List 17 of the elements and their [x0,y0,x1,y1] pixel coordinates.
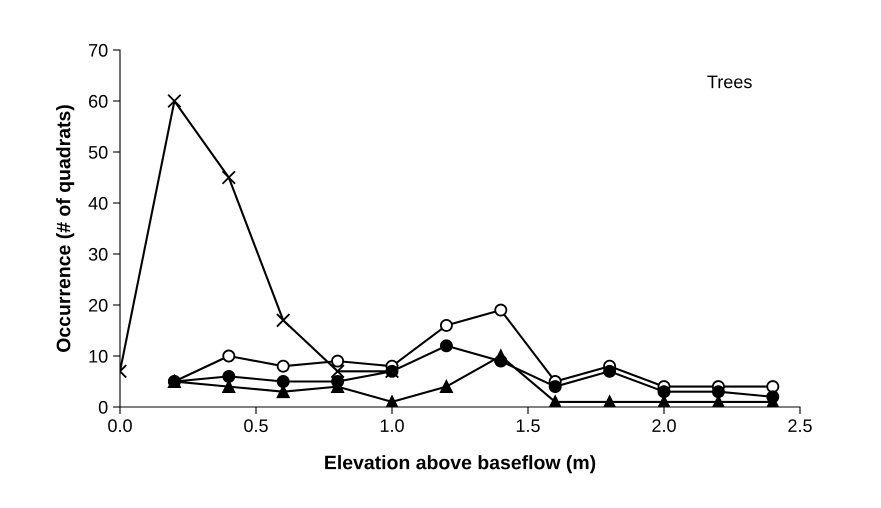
x-tick-label: 2.5 [788,419,812,432]
y-tick-label: 40 [88,196,108,210]
x-tick-label: 0.5 [244,419,268,432]
y-tick-label: 0 [98,400,108,414]
y-tick-label: 30 [88,248,108,261]
x-tick-label: 1.5 [516,419,540,432]
y-tick-label: 70 [89,44,108,57]
x-tick-label: 1.0 [380,419,404,432]
annotation: Trees [707,76,752,88]
y-axis-title: Occurrence (# of quadrats) [56,105,74,352]
y-tick-label: 50 [88,146,108,159]
y-tick-label: 60 [89,94,108,108]
x-tick-label: 0.0 [108,419,132,432]
x-axis-title: Elevation above baseflow (m) [325,455,596,474]
y-tick-label: 10 [89,350,108,363]
x-tick-label: 2.0 [652,419,676,432]
y-tick-label: 20 [89,298,108,312]
